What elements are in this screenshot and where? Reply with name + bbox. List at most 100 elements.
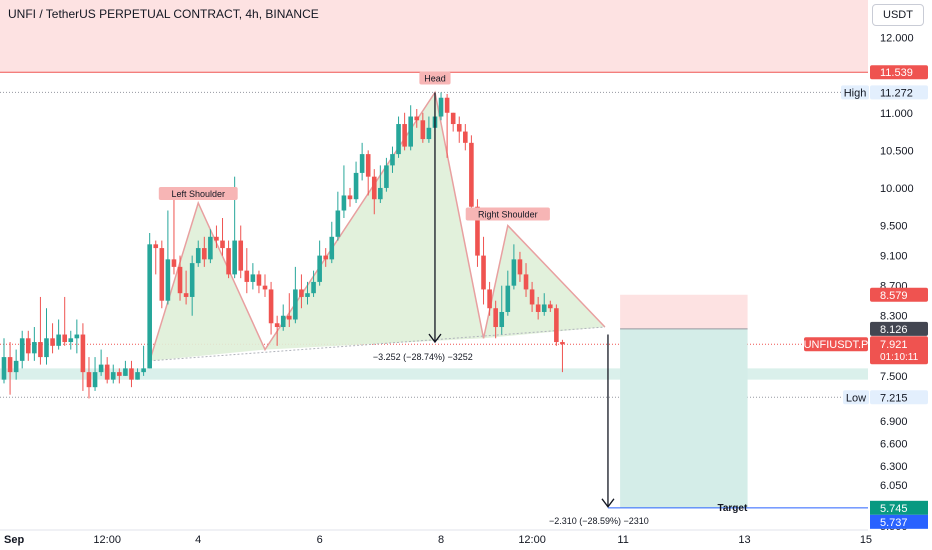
measure-arrow-2 (601, 334, 615, 508)
stop-price-bg (870, 287, 928, 302)
price-axis: 12.00011.00010.50010.0009.5009.1008.7008… (804, 0, 932, 550)
candle-body (171, 259, 177, 267)
candle (390, 146, 395, 173)
candle-body (238, 240, 244, 271)
candle (408, 105, 413, 151)
candle-body (147, 244, 152, 369)
candle-body (32, 342, 37, 354)
x-tick-label: 8 (438, 534, 444, 546)
candle-body (511, 259, 517, 286)
candle-body (402, 124, 407, 147)
candle-body (311, 281, 316, 294)
candle (56, 319, 61, 350)
x-tick-label: 4 (195, 534, 201, 546)
candle-body (323, 255, 329, 260)
stop-loss-zone (620, 294, 748, 329)
candle (554, 304, 559, 346)
candle-body (110, 372, 116, 380)
candle (378, 165, 383, 203)
candle-body (256, 274, 262, 286)
y-tick-label: 6.900 (880, 416, 908, 428)
last-price-text: 7.921 (880, 339, 908, 351)
candle (110, 364, 116, 384)
x-tick-label: Sep (4, 534, 24, 546)
candle (7, 342, 13, 395)
candle (311, 270, 316, 297)
candle (183, 270, 189, 305)
candle-body (305, 293, 310, 297)
candle (305, 281, 310, 305)
y-tick-label: 10.500 (880, 145, 914, 157)
candle-body (414, 116, 420, 121)
candle-body (353, 172, 359, 200)
candle-body (438, 97, 444, 117)
x-tick-label: 12:00 (518, 534, 546, 546)
candle-body (329, 236, 335, 260)
zones-layer (0, 0, 868, 509)
stop-price-text: 8.579 (880, 290, 908, 302)
candle (402, 112, 407, 151)
candle (159, 240, 165, 309)
candle (74, 319, 80, 354)
candle-body (177, 266, 183, 294)
candle (469, 135, 474, 219)
candle (268, 281, 274, 335)
candle-body (159, 248, 165, 301)
candle-body (463, 131, 468, 143)
y-tick-label: 8.300 (880, 311, 908, 323)
candle (238, 225, 244, 279)
candle (414, 109, 420, 128)
candle-body (92, 372, 98, 388)
candle (529, 281, 535, 312)
candle (456, 116, 462, 143)
candle-body (523, 274, 529, 290)
candle-body (56, 334, 61, 346)
head-label-text: Head (424, 73, 446, 83)
chart-title: UNFI / TetherUS PERPETUAL CONTRACT, 4h, … (8, 7, 319, 21)
candle (62, 296, 67, 346)
candle (129, 360, 134, 388)
entry-price-text: 8.126 (880, 324, 908, 336)
time-axis: Sep 12:00 4 6 8 12:00 11 13 15 (0, 529, 872, 546)
candle (262, 274, 268, 297)
y-tick-label: 11.000 (880, 108, 913, 120)
candle-body (299, 289, 304, 297)
candle-body (481, 255, 486, 290)
candle (493, 300, 498, 339)
profit-zone (620, 328, 748, 508)
candle-body (220, 240, 225, 249)
candle-body (7, 357, 13, 373)
symbol-tag: UNFIUSDT.P (804, 337, 868, 352)
high-tag: High (841, 85, 869, 100)
target-1-bg (870, 500, 928, 515)
candle (353, 161, 359, 203)
candles-layer (1, 92, 565, 399)
target-2-bg (870, 514, 928, 529)
candle (280, 304, 286, 331)
candle (317, 240, 322, 286)
candle (208, 229, 213, 264)
candle (214, 225, 219, 249)
candle (13, 349, 19, 380)
candle-body (80, 334, 86, 373)
y-tick-label: 9.100 (880, 251, 908, 263)
target-label: Target (717, 503, 747, 514)
low-price-text: 7.215 (880, 392, 908, 404)
candle (92, 357, 98, 391)
candle-body (13, 360, 19, 373)
left-shoulder-label: Left Shoulder (158, 186, 238, 200)
candle-body (98, 364, 104, 373)
candle-body (517, 259, 523, 275)
candle (141, 345, 146, 376)
left-shoulder-label-bg (158, 186, 238, 200)
candle-body (390, 154, 395, 166)
entry-price-bg (870, 321, 928, 336)
y-tick-label: 9.500 (880, 221, 908, 233)
currency-button[interactable]: USDT (872, 4, 924, 26)
candle (123, 360, 128, 376)
entry-price: 8.126 (870, 321, 928, 336)
candle-body (123, 368, 128, 376)
measure-label-1: −3.252 (−28.74%) −3252 (373, 352, 473, 362)
